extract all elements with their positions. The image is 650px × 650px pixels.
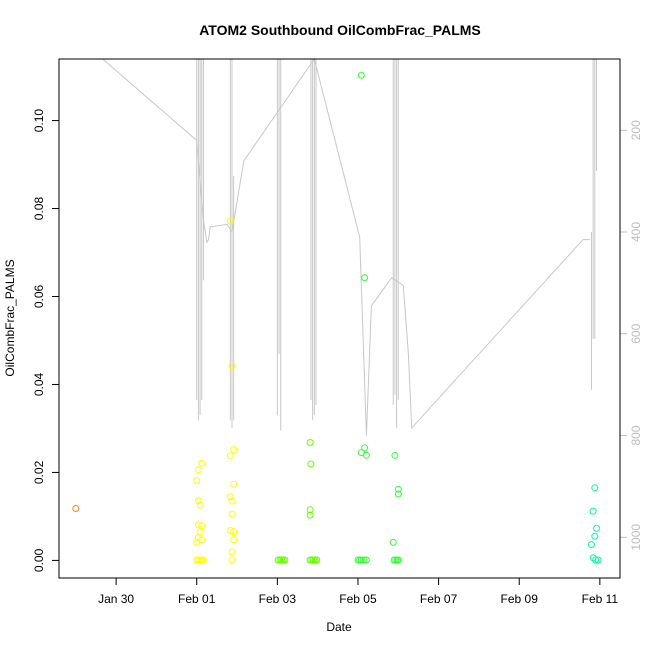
data-point xyxy=(362,451,370,459)
right-axis-tick-label: 800 xyxy=(629,425,643,445)
data-point xyxy=(587,541,595,549)
altitude-line-layer xyxy=(102,57,597,436)
data-point xyxy=(193,538,201,546)
data-point xyxy=(281,556,289,564)
data-point xyxy=(226,493,234,501)
data-point xyxy=(226,452,234,460)
data-point xyxy=(389,538,397,546)
right-axis-tick-label: 400 xyxy=(629,222,643,242)
data-point xyxy=(230,536,238,544)
data-point xyxy=(394,485,402,493)
data-point xyxy=(198,459,206,467)
x-tick-label: Feb 03 xyxy=(259,592,297,606)
data-point xyxy=(361,274,369,282)
data-point xyxy=(194,521,202,529)
data-point xyxy=(594,556,602,564)
data-point xyxy=(313,556,321,564)
data-point xyxy=(394,490,402,498)
data-point xyxy=(306,439,314,446)
y-tick-label: 0.08 xyxy=(32,197,46,221)
data-point xyxy=(230,480,238,488)
data-point xyxy=(226,217,234,225)
data-point xyxy=(306,506,314,514)
y-axis-label: OilCombFrac_PALMS xyxy=(3,259,17,376)
data-point xyxy=(228,497,236,505)
data-point xyxy=(228,510,236,518)
data-point xyxy=(394,556,402,564)
y-tick-label: 0.02 xyxy=(32,460,46,484)
chart-title: ATOM2 Southbound OilCombFrac_PALMS xyxy=(199,22,481,38)
data-point xyxy=(228,556,236,564)
data-point xyxy=(194,497,202,505)
x-axis-label: Date xyxy=(326,620,352,634)
x-tick-label: Feb 05 xyxy=(339,592,377,606)
data-point xyxy=(196,501,204,509)
data-point xyxy=(591,532,599,540)
data-point xyxy=(307,460,315,468)
data-point xyxy=(228,548,236,556)
y-tick-label: 0.00 xyxy=(32,548,46,572)
right-axis-tick-label: 200 xyxy=(629,120,643,140)
data-point xyxy=(357,556,365,564)
data-point xyxy=(199,556,207,564)
axes-layer: Jan 30 Feb 01 Feb 03 Feb 05 Feb 07 Feb 09 Feb … xyxy=(32,109,643,606)
data-point xyxy=(361,444,369,452)
data-point xyxy=(226,527,234,534)
data-point xyxy=(360,556,368,564)
x-tick-label: Jan 30 xyxy=(98,592,134,606)
data-point xyxy=(228,362,236,370)
x-tick-label: Feb 11 xyxy=(582,592,619,606)
data-point xyxy=(306,511,314,519)
data-point xyxy=(194,466,202,474)
y-tick-label: 0.10 xyxy=(32,109,46,133)
y-tick-label: 0.04 xyxy=(32,372,46,396)
plot-frame xyxy=(58,58,621,579)
right-axis-tick-label: 1000 xyxy=(629,524,643,551)
x-tick-label: Feb 09 xyxy=(501,592,539,606)
data-point xyxy=(362,556,370,564)
data-point xyxy=(357,71,365,79)
points-layer xyxy=(72,71,602,564)
data-point xyxy=(593,524,600,532)
data-point xyxy=(391,451,399,459)
x-tick-label: Feb 01 xyxy=(178,592,216,606)
data-point xyxy=(230,528,238,536)
data-point xyxy=(591,484,599,492)
data-point xyxy=(193,476,201,484)
data-point xyxy=(592,556,600,564)
data-point xyxy=(72,505,80,512)
data-point xyxy=(589,507,597,515)
data-point xyxy=(198,522,206,530)
data-point xyxy=(230,446,238,454)
y-tick-label: 0.06 xyxy=(32,285,46,309)
right-axis-tick-label: 600 xyxy=(629,323,643,343)
x-tick-label: Feb 07 xyxy=(420,592,458,606)
